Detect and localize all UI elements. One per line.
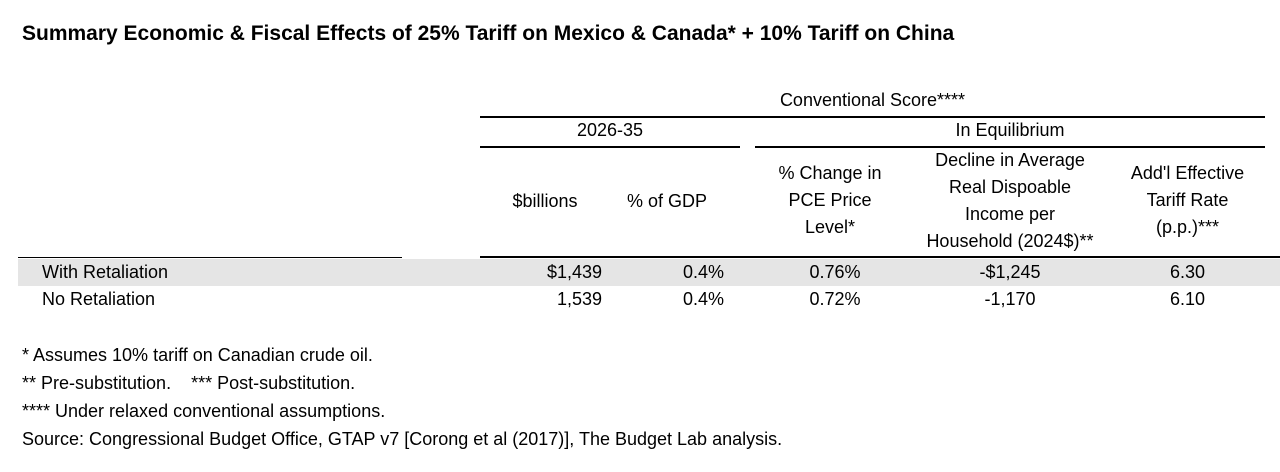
col-header-pce-line: Level* bbox=[804, 217, 856, 237]
cell-income: -1,170 bbox=[984, 289, 1036, 309]
footnote: **** Under relaxed conventional assumpti… bbox=[22, 401, 386, 421]
cell-income: -$1,245 bbox=[979, 262, 1041, 282]
conventional-score-header: Conventional Score**** bbox=[779, 90, 966, 110]
col-header-gdp: % of GDP bbox=[626, 191, 708, 211]
col-header-pce: % Change in PCE Price Level* bbox=[760, 160, 900, 241]
source-note: Source: Congressional Budget Office, GTA… bbox=[22, 429, 783, 449]
cell-tariff: 6.10 bbox=[1169, 289, 1206, 309]
col-header-tariff: Add'l Effective Tariff Rate (p.p.)*** bbox=[1115, 160, 1260, 241]
col-header-income-line: Decline in Average bbox=[935, 150, 1085, 170]
col-header-income-line: Real Dispoable bbox=[948, 177, 1072, 197]
col-header-tariff-line: Tariff Rate bbox=[1146, 190, 1229, 210]
col-header-billions: $billions bbox=[512, 191, 578, 211]
col-header-tariff-line: (p.p.)*** bbox=[1155, 217, 1220, 237]
row-label: With Retaliation bbox=[42, 262, 169, 282]
equilibrium-header: In Equilibrium bbox=[955, 120, 1065, 140]
row-label: No Retaliation bbox=[42, 289, 156, 309]
equilibrium-header-rule bbox=[755, 146, 1265, 148]
cell-gdp: 0.4% bbox=[682, 262, 724, 282]
cell-pce: 0.76% bbox=[809, 262, 861, 282]
footnote: * Assumes 10% tariff on Canadian crude o… bbox=[22, 345, 373, 365]
header-bottom-rule bbox=[480, 256, 1280, 258]
period-header-rule bbox=[480, 146, 740, 148]
cell-tariff: 6.30 bbox=[1169, 262, 1206, 282]
cell-billions: $1,439 bbox=[546, 262, 602, 282]
cell-gdp: 0.4% bbox=[682, 289, 724, 309]
col-header-income: Decline in Average Real Dispoable Income… bbox=[900, 147, 1120, 255]
period-header: 2026-35 bbox=[576, 120, 644, 140]
group-header-rule bbox=[480, 116, 1265, 118]
col-header-income-line: Household (2024$)** bbox=[926, 231, 1094, 251]
cell-pce: 0.72% bbox=[809, 289, 861, 309]
page-title: Summary Economic & Fiscal Effects of 25%… bbox=[22, 22, 955, 45]
table-row: With Retaliation $1,439 0.4% 0.76% -$1,2… bbox=[18, 259, 1280, 286]
cell-billions: 1,539 bbox=[556, 289, 602, 309]
col-header-pce-line: % Change in bbox=[778, 163, 882, 183]
col-header-tariff-line: Add'l Effective bbox=[1130, 163, 1245, 183]
col-header-income-line: Income per bbox=[964, 204, 1056, 224]
table-row: No Retaliation 1,539 0.4% 0.72% -1,170 6… bbox=[18, 287, 1280, 314]
footnote: ** Pre-substitution. *** Post-substituti… bbox=[22, 373, 356, 393]
col-header-pce-line: PCE Price bbox=[788, 190, 872, 210]
stub-rule bbox=[18, 257, 402, 258]
